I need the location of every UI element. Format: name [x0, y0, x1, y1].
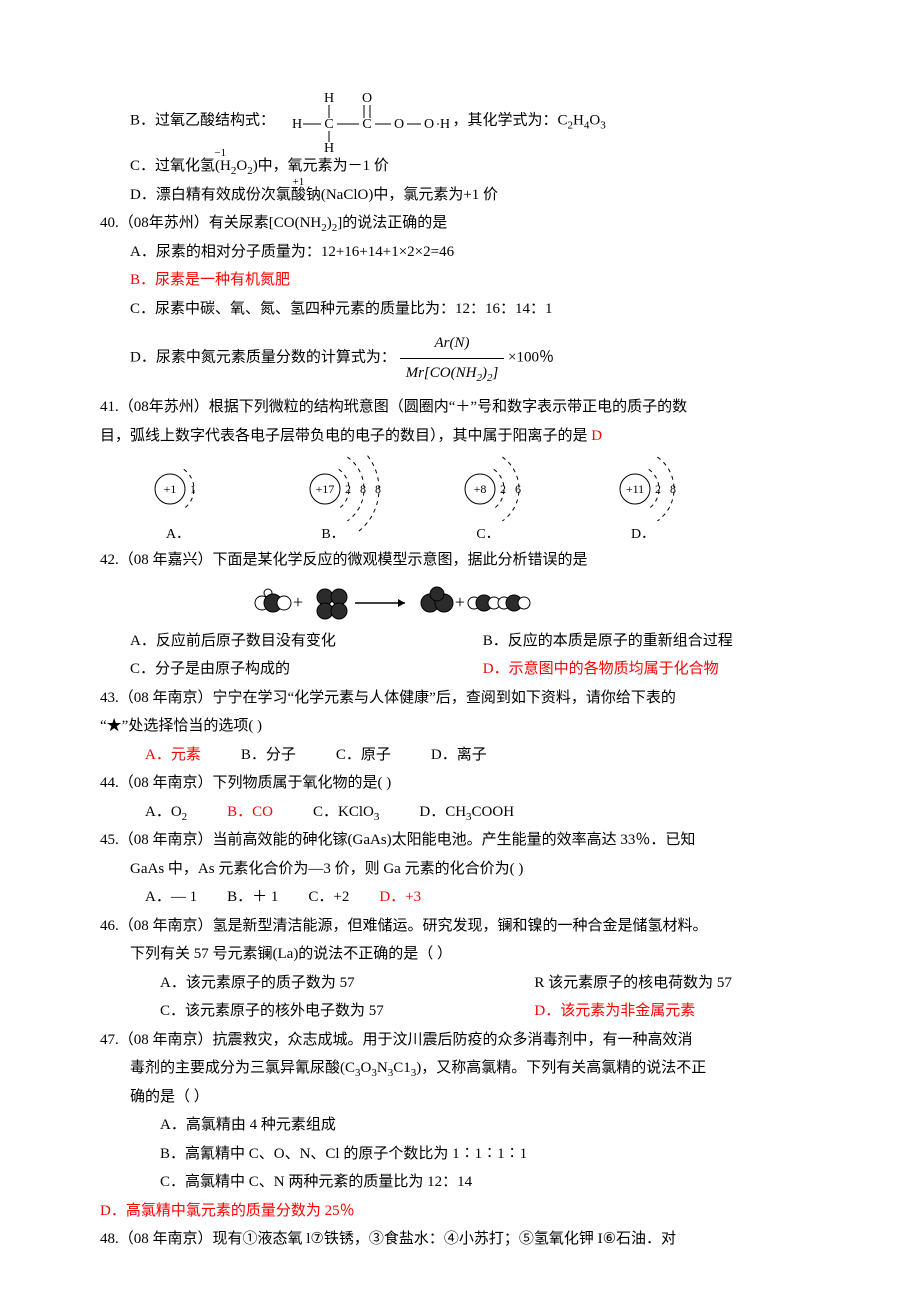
svg-text:8: 8 [375, 482, 381, 496]
q44-opt-c: C．KClO3 [313, 798, 379, 827]
svg-text:H: H [324, 141, 334, 152]
q41-line1: 41.（08年苏州）根据下列微粒的结构玳意图（圆圈内“＋”号和数字表示带正电的质… [100, 393, 820, 422]
svg-text:+8: +8 [474, 482, 487, 496]
q46-line2: 下列有关 57 号元素镧(La)的说法不正确的是（ ） [100, 940, 820, 969]
q45-opt-d: D．+3 [379, 883, 421, 912]
q47-opt-a: A．高氯精由 4 种元素组成 [100, 1111, 820, 1140]
svg-text:O: O [424, 117, 434, 132]
q42-opt-c: C．分子是由原子构成的 [100, 655, 483, 684]
q47-line3: 确的是（ ） [100, 1083, 820, 1112]
svg-text:H: H [324, 91, 334, 106]
q40-opt-a: A．尿素的相对分子质量为：12+16+14+1×2×2=46 [100, 238, 820, 267]
svg-text:+: + [293, 592, 303, 612]
q45-opt-b: B．＋ 1 [227, 883, 278, 912]
q45-line2: GaAs 中，As 元素化合价为—3 价，则 Ga 元素的化合价为( ) [100, 855, 820, 884]
q43-opt-a: A．元素 [145, 741, 201, 770]
svg-text:C．: C． [476, 527, 499, 542]
q44-choices: A．O2 B．CO C．KClO3 D．CH3COOH [100, 798, 820, 827]
q41-answer: D [591, 428, 602, 444]
q45-opt-a: A．— 1 [145, 883, 197, 912]
svg-text:2: 2 [500, 482, 506, 496]
q43-opt-d: D．离子 [431, 741, 487, 770]
peracetic-structure: HO H C C O O H H [279, 90, 449, 152]
q43-opt-c: C．原子 [336, 741, 391, 770]
q47-opt-d: D．高氯精中氯元素的质量分数为 25％ [100, 1197, 820, 1226]
svg-text:8: 8 [360, 482, 366, 496]
q43-line1: 43.（08 年南京）宁宁在学习“化学元素与人体健康”后，查阅到如下资料，请你给… [100, 684, 820, 713]
q39b-suffix: ，其化学式为：C [453, 112, 568, 128]
svg-text:O: O [362, 91, 372, 106]
svg-text:H: H [440, 117, 449, 132]
svg-text:6: 6 [515, 482, 521, 496]
q44-opt-d: D．CH3COOH [419, 798, 514, 827]
q45-choices: A．— 1 B．＋ 1 C．+2 D．+3 [100, 883, 820, 912]
svg-text:1: 1 [190, 482, 196, 496]
q47-opt-b: B．高氰精中 C、O、N、Cl 的原子个数比为 1∶1∶1∶1 [100, 1140, 820, 1169]
q43-opt-b: B．分子 [241, 741, 296, 770]
q46-opt-a: A．该元素原子的质子数为 57 [100, 969, 534, 998]
q47-line1: 47.（08 年南京）抗震救灾，众志成城。用于汶川震后防疫的众多消毒剂中，有一种… [100, 1026, 820, 1055]
q40-opt-c: C．尿素中碳、氧、氮、氢四种元素的质量比为：12：16：14：1 [100, 295, 820, 324]
svg-text:+: + [455, 592, 465, 612]
svg-text:2: 2 [345, 482, 351, 496]
q48-stem: 48.（08 年南京）现有①液态氧 l⑦铁锈，③食盐水：④小苏打；⑤氢氧化钾 I… [100, 1225, 820, 1254]
q47-line2: 毒剂的主要成分为三氯异氰尿酸(C3O3N3C13)，又称高氯精。下列有关高氯精的… [100, 1054, 820, 1083]
atom-diagrams: +11A．+17288B．+826C．+1128D． [130, 454, 770, 544]
q41-line2: 目，弧线上数字代表各电子层带负电的电子的数目），其中属于阳离子的是 D [100, 422, 820, 451]
svg-text:+11: +11 [626, 482, 644, 496]
reaction-model: ++ [250, 579, 890, 625]
q39-opt-b: B．过氧乙酸结构式： HO H C C O O H H ，其化学式为：C2H4O… [100, 90, 820, 152]
svg-text:A．: A． [166, 527, 190, 542]
svg-text:C: C [324, 117, 333, 132]
svg-text:D．: D． [631, 527, 655, 542]
svg-text:8: 8 [670, 482, 676, 496]
q40-stem: 40.（08年苏州）有关尿素[CO(NH2)2]的说法正确的是 [100, 209, 820, 238]
q42-opt-b: B．反应的本质是原子的重新组合过程 [483, 627, 733, 656]
svg-text:+17: +17 [316, 482, 335, 496]
q39b-prefix: B．过氧乙酸结构式： [130, 112, 275, 128]
svg-text:O: O [394, 117, 404, 132]
svg-text:C: C [362, 117, 371, 132]
q46-opt-d: D．该元素为非金属元素 [534, 997, 695, 1026]
q45-line1: 45.（08 年南京）当前高效能的砷化镓(GaAs)太阳能电池。产生能量的效率高… [100, 826, 820, 855]
q47-opt-c: C．高氯精中 C、N 两种元紊的质量比为 12：14 [100, 1168, 820, 1197]
q46-line1: 46.（08 年南京）氢是新型清洁能源，但难储运。研究发现，镧和镍的一种合金是储… [100, 912, 820, 941]
fraction: Ar(N) Mr[CO(NH2)2] [400, 329, 505, 387]
q43-line2: “★”处选择恰当的选项( ) [100, 712, 820, 741]
q44-opt-a: A．O2 [145, 798, 187, 827]
svg-text:H: H [292, 117, 302, 132]
q40-opt-d: D．尿素中氮元素质量分数的计算式为： Ar(N) Mr[CO(NH2)2] ×1… [100, 329, 820, 387]
q43-choices: A．元素 B．分子 C．原子 D．离子 [100, 741, 820, 770]
q46-opt-c: C．该元素原子的核外电子数为 57 [100, 997, 534, 1026]
q42-stem: 42.（08 年嘉兴）下面是某化学反应的微观模型示意图，据此分析错误的是 [100, 546, 820, 575]
q39-opt-c: −1 C．过氧化氢(H2O2)中，氧元素为－1 价 [100, 152, 820, 181]
q42-opt-d: D．示意图中的各物质均属于化合物 [483, 655, 719, 684]
q40-opt-b: B．尿素是一种有机氮肥 [100, 266, 820, 295]
q42-opt-a: A．反应前后原子数目没有变化 [100, 627, 483, 656]
svg-text:2: 2 [655, 482, 661, 496]
q44-stem: 44.（08 年南京）下列物质属于氧化物的是( ) [100, 769, 820, 798]
q45-opt-c: C．+2 [308, 883, 349, 912]
q39-opt-d: +1 D．漂白精有效成份次氯酸钠(NaClO)中，氯元素为+1 价 [100, 181, 820, 210]
q46-opt-b: R 该元素原子的核电荷数为 57 [534, 969, 732, 998]
svg-text:B．: B． [321, 527, 344, 542]
q44-opt-b: B．CO [227, 798, 273, 827]
svg-text:+1: +1 [164, 482, 177, 496]
